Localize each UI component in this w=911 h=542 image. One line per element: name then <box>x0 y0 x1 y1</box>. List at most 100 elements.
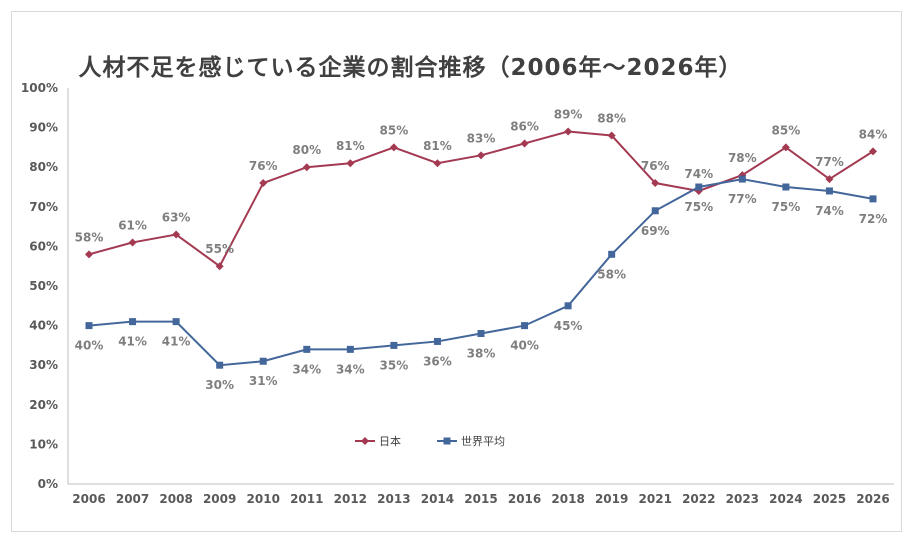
data-point <box>390 341 398 349</box>
data-point <box>651 207 659 215</box>
data-label: 77% <box>815 155 844 169</box>
data-point <box>825 187 833 195</box>
data-label: 83% <box>467 131 496 145</box>
data-point <box>608 250 616 258</box>
data-point <box>346 345 354 353</box>
data-label: 31% <box>249 374 278 388</box>
data-point <box>433 337 441 345</box>
data-label: 76% <box>249 159 278 173</box>
data-point <box>738 175 746 183</box>
legend-marker <box>361 437 369 445</box>
y-tick-label: 90% <box>29 121 58 135</box>
y-tick-label: 10% <box>29 437 58 451</box>
data-label: 89% <box>554 108 583 122</box>
data-point <box>302 163 311 172</box>
x-tick-label: 2018 <box>551 492 584 506</box>
data-point <box>216 361 224 369</box>
data-point <box>433 159 442 168</box>
x-tick-label: 2022 <box>682 492 715 506</box>
data-point <box>825 175 834 184</box>
data-point <box>869 147 877 156</box>
data-label: 40% <box>510 339 539 353</box>
x-tick-label: 2011 <box>290 492 323 506</box>
data-point <box>215 262 224 271</box>
x-tick-label: 2023 <box>726 492 759 506</box>
data-point <box>607 131 616 140</box>
data-label: 35% <box>380 358 409 372</box>
data-label: 36% <box>423 354 452 368</box>
x-tick-label: 2016 <box>508 492 541 506</box>
x-tick-label: 2026 <box>856 492 889 506</box>
data-point <box>85 250 93 259</box>
data-point <box>477 151 485 160</box>
x-tick-label: 2021 <box>639 492 672 506</box>
x-tick-label: 2019 <box>595 492 628 506</box>
x-tick-label: 2012 <box>334 492 367 506</box>
x-tick-label: 2010 <box>247 492 280 506</box>
data-label: 85% <box>772 123 801 137</box>
x-tick-label: 2015 <box>464 492 497 506</box>
y-tick-label: 60% <box>29 239 58 253</box>
data-label: 75% <box>684 200 713 214</box>
series-line-1 <box>88 178 874 367</box>
data-label: 88% <box>597 112 626 126</box>
x-tick-label: 2024 <box>769 492 802 506</box>
data-point <box>172 230 181 239</box>
data-label: 63% <box>162 211 191 225</box>
data-point <box>259 179 268 188</box>
data-label: 34% <box>292 362 321 376</box>
data-point <box>477 330 485 338</box>
data-point <box>172 318 180 326</box>
y-tick-label: 20% <box>29 398 58 412</box>
data-point <box>346 159 355 168</box>
chart-title: 人材不足を感じている企業の割合推移（2006年～2026年） <box>78 55 743 81</box>
y-tick-label: 50% <box>29 279 58 293</box>
data-point <box>869 195 877 203</box>
data-point <box>129 318 137 326</box>
legend-label: 世界平均 <box>461 435 505 448</box>
data-point <box>564 302 572 310</box>
data-label: 84% <box>859 127 888 141</box>
data-label: 45% <box>554 319 583 333</box>
data-point <box>564 127 573 136</box>
data-point <box>85 322 93 330</box>
x-tick-label: 2008 <box>159 492 192 506</box>
x-tick-label: 2007 <box>116 492 149 506</box>
data-label: 75% <box>772 200 801 214</box>
legend-marker <box>443 437 451 445</box>
x-tick-label: 2014 <box>421 492 454 506</box>
data-label: 74% <box>684 167 713 181</box>
data-label: 78% <box>728 151 757 165</box>
data-point <box>521 322 529 330</box>
y-tick-label: 40% <box>29 319 58 333</box>
data-point <box>695 183 703 191</box>
data-label: 61% <box>118 218 147 232</box>
data-label: 81% <box>423 139 452 153</box>
data-point <box>520 139 529 148</box>
data-point <box>781 143 790 152</box>
x-tick-label: 2025 <box>813 492 846 506</box>
data-label: 58% <box>75 230 104 244</box>
y-tick-label: 70% <box>29 200 58 214</box>
y-tick-label: 0% <box>38 477 58 491</box>
y-tick-label: 30% <box>29 358 58 372</box>
data-label: 85% <box>380 123 409 137</box>
data-label: 76% <box>641 159 670 173</box>
x-tick-label: 2013 <box>377 492 410 506</box>
data-label: 55% <box>205 242 234 256</box>
data-point <box>651 179 660 188</box>
data-label: 74% <box>815 204 844 218</box>
data-label: 69% <box>641 224 670 238</box>
chart-frame <box>11 11 902 532</box>
data-label: 40% <box>75 339 104 353</box>
y-tick-label: 100% <box>21 81 58 95</box>
data-point <box>259 357 267 365</box>
data-label: 77% <box>728 192 757 206</box>
data-label: 58% <box>597 267 626 281</box>
data-label: 80% <box>292 143 321 157</box>
data-label: 41% <box>162 335 191 349</box>
data-point <box>782 183 790 191</box>
data-label: 41% <box>118 335 147 349</box>
data-label: 38% <box>467 347 496 361</box>
